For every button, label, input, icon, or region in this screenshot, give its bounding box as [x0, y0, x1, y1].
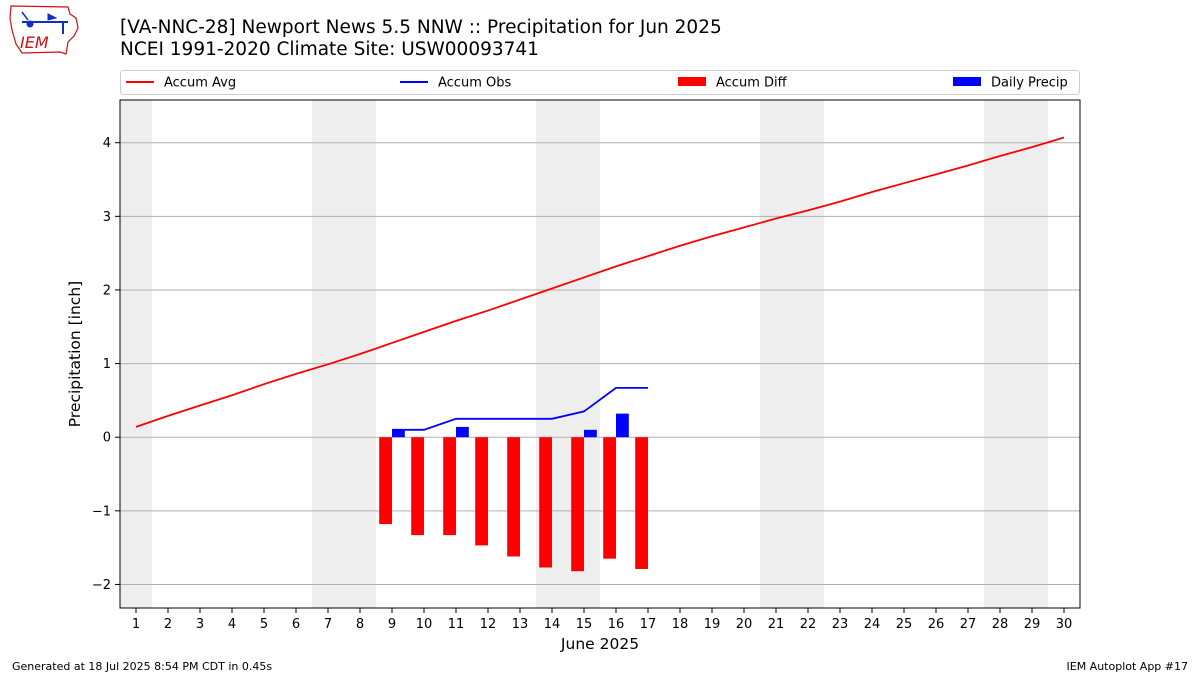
y-axis-label: Precipitation [inch] — [66, 281, 84, 427]
legend-swatch — [953, 77, 981, 86]
x-tick-label: 28 — [992, 617, 1009, 632]
x-tick-label: 9 — [388, 617, 396, 632]
app-note: IEM Autoplot App #17 — [1066, 660, 1189, 673]
y-gridlines — [120, 142, 1080, 585]
generated-note: Generated at 18 Jul 2025 8:54 PM CDT in … — [12, 660, 273, 673]
accum-diff-bar — [635, 437, 648, 569]
y-tick-label: 3 — [103, 210, 111, 225]
daily-precip-bar — [616, 413, 629, 438]
legend-box — [120, 70, 1080, 95]
weekend-band — [312, 100, 376, 608]
x-tick-label: 7 — [324, 617, 332, 632]
x-tick-label: 3 — [196, 617, 204, 632]
x-tick-label: 13 — [512, 617, 529, 632]
x-tick-label: 23 — [832, 617, 849, 632]
accum-diff-bar — [603, 437, 616, 559]
x-tick-label: 4 — [228, 617, 236, 632]
x-tick-label: 24 — [864, 617, 881, 632]
x-tick-label: 21 — [768, 617, 785, 632]
iem-logo-text: IEM — [20, 33, 49, 52]
daily-precip-bar — [584, 429, 597, 438]
daily-precip-bar — [456, 426, 469, 438]
accum-diff-bar — [571, 437, 584, 572]
accum-diff-bar — [379, 437, 392, 525]
accum-diff-bar — [411, 437, 424, 536]
x-tick-label: 1 — [132, 617, 140, 632]
x-tick-label: 26 — [928, 617, 945, 632]
accum-avg-line — [135, 136, 1065, 428]
x-tick-label: 29 — [1024, 617, 1041, 632]
y-tick-label: −1 — [92, 504, 111, 519]
lines — [135, 136, 1065, 431]
x-axis: 1 2 3 4 5 6 7 8 9 10 11 12 13 14 15 16 17 18 19 20 21 22 23 24 2… — [132, 608, 1072, 632]
x-tick-label: 22 — [800, 617, 817, 632]
legend-label: Accum Obs — [438, 76, 511, 91]
x-tick-label: 15 — [576, 617, 593, 632]
x-tick-label: 18 — [672, 617, 689, 632]
daily-precip-bar — [392, 429, 405, 438]
y-tick-label: 0 — [103, 431, 111, 446]
y-tick-label: −2 — [92, 578, 111, 593]
accum-diff-bar — [539, 437, 552, 568]
x-tick-label: 10 — [416, 617, 433, 632]
chart-subtitle: NCEI 1991-2020 Climate Site: USW00093741 — [120, 39, 539, 60]
plot-frame — [119, 99, 1081, 609]
y-axis: −2 −1 0 1 2 3 4 — [92, 136, 120, 593]
x-tick-label: 11 — [448, 617, 465, 632]
x-tick-label: 8 — [356, 617, 364, 632]
x-tick-label: 6 — [292, 617, 300, 632]
x-tick-label: 14 — [544, 617, 561, 632]
legend-label: Daily Precip — [991, 76, 1068, 91]
legend: Accum Avg Accum Obs Accum Diff Daily Precip — [120, 70, 1080, 95]
x-tick-label: 12 — [480, 617, 497, 632]
x-tick-label: 16 — [608, 617, 625, 632]
weekend-band — [120, 100, 152, 608]
x-axis-label: June 2025 — [560, 635, 639, 653]
weekend-band — [760, 100, 824, 608]
legend-label: Accum Diff — [716, 76, 788, 91]
x-tick-label: 19 — [704, 617, 721, 632]
y-tick-label: 2 — [103, 283, 111, 298]
x-tick-label: 27 — [960, 617, 977, 632]
iem-logo: IEM — [9, 5, 79, 55]
x-tick-label: 20 — [736, 617, 753, 632]
bars — [379, 413, 648, 572]
accum-diff-bar — [475, 437, 488, 546]
weekend-band — [984, 100, 1048, 608]
x-tick-label: 5 — [260, 617, 268, 632]
y-tick-label: 4 — [103, 136, 111, 151]
legend-swatch — [678, 77, 706, 86]
y-tick-label: 1 — [103, 357, 111, 372]
accum-diff-bar — [507, 437, 520, 557]
x-tick-label: 25 — [896, 617, 913, 632]
chart-title: [VA-NNC-28] Newport News 5.5 NNW :: Prec… — [120, 17, 722, 38]
accum-obs-line — [392, 386, 648, 431]
legend-label: Accum Avg — [164, 76, 236, 91]
accum-diff-bar — [443, 437, 456, 536]
x-tick-label: 30 — [1056, 617, 1073, 632]
x-tick-label: 2 — [164, 617, 172, 632]
x-tick-label: 17 — [640, 617, 657, 632]
weather-icon — [21, 11, 68, 34]
